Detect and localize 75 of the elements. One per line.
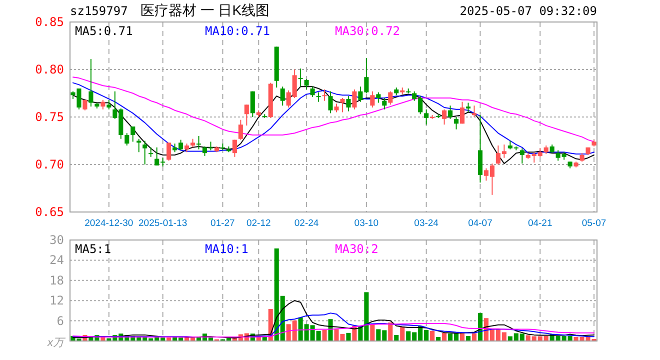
- candlestick: [316, 92, 321, 102]
- x-tick-label: 02-24: [294, 218, 319, 229]
- x-tick-label: 03-10: [354, 218, 379, 229]
- candlestick: [472, 105, 477, 118]
- candlestick: [166, 142, 172, 162]
- y-tick-label: 12: [50, 294, 64, 308]
- candlestick: [280, 86, 285, 106]
- candlestick: [340, 98, 345, 113]
- candlestick: [352, 88, 357, 110]
- y-tick-label: 24: [50, 253, 64, 268]
- candlestick: [244, 104, 249, 126]
- candlestick: [304, 78, 309, 90]
- candlestick: [346, 96, 351, 112]
- text: MA5:0.71: [75, 24, 133, 38]
- text: MA5:1: [75, 242, 112, 256]
- y-tick-label: 0.65: [35, 205, 64, 219]
- bar: [328, 319, 333, 341]
- candlestick: [130, 126, 136, 142]
- candlestick: [454, 116, 459, 130]
- x-tick-label: 01-27: [210, 218, 235, 229]
- text: MA30:0.72: [335, 24, 400, 38]
- candlestick: [196, 136, 202, 150]
- bar: [370, 324, 375, 341]
- candlestick: [298, 68, 303, 88]
- candlestick: [442, 108, 447, 126]
- x-tick-label: 04-21: [528, 218, 552, 229]
- candlestick: [250, 90, 255, 118]
- text: 2025-05-07 09:32:09: [460, 4, 597, 18]
- x-tick-label: 2025-01-13: [138, 218, 188, 229]
- candlestick: [376, 92, 381, 104]
- candlestick: [100, 99, 106, 110]
- y-axis-title: x万: [46, 337, 66, 349]
- candlestick: [106, 99, 112, 110]
- bar: [388, 322, 393, 341]
- candlestick: [88, 58, 94, 108]
- candlestick: [448, 105, 453, 120]
- bar: [430, 330, 435, 341]
- bar: [400, 326, 405, 341]
- candlestick: [232, 139, 237, 158]
- y-tick-label: 6: [56, 314, 64, 328]
- text: sz159797: [70, 4, 128, 18]
- y-tick-label: 30: [50, 233, 64, 247]
- bar: [442, 332, 447, 341]
- x-tick-label: 05-07: [582, 218, 606, 229]
- text: MA10:0.71: [205, 24, 270, 38]
- candlestick: [124, 132, 130, 146]
- y-tick-label: 0.75: [35, 110, 64, 124]
- bar: [346, 332, 351, 341]
- x-tick-label: 04-07: [468, 218, 492, 229]
- x-tick-label: 02-12: [246, 218, 271, 229]
- chart-title: 医疗器材 一 日K线图: [140, 2, 270, 18]
- candlestick: [424, 108, 429, 126]
- y-tick-label: 0.80: [35, 62, 64, 76]
- candlestick: [328, 90, 333, 114]
- candlestick: [460, 101, 465, 124]
- candlestick: [148, 146, 154, 158]
- candlestick: [466, 102, 471, 113]
- x-tick-label: 2024-12-30: [84, 218, 134, 229]
- y-tick-label: 0.70: [35, 158, 64, 172]
- x-tick-label: 03-24: [414, 218, 438, 229]
- text: MA30:2: [335, 242, 378, 256]
- bar: [322, 330, 327, 341]
- y-tick-label: 0.85: [35, 15, 64, 29]
- candlestick: [322, 88, 327, 102]
- line-series: [72, 322, 595, 338]
- text: MA10:1: [205, 242, 248, 256]
- candlestick: [310, 86, 315, 98]
- candlestick: [142, 140, 148, 165]
- bar: [394, 334, 399, 341]
- candlestick: [382, 98, 387, 110]
- candlestick: [238, 119, 243, 140]
- candlestick: [388, 90, 393, 106]
- candlestick: [370, 90, 375, 108]
- candlestick: [520, 148, 524, 164]
- y-tick-label: 18: [50, 273, 64, 288]
